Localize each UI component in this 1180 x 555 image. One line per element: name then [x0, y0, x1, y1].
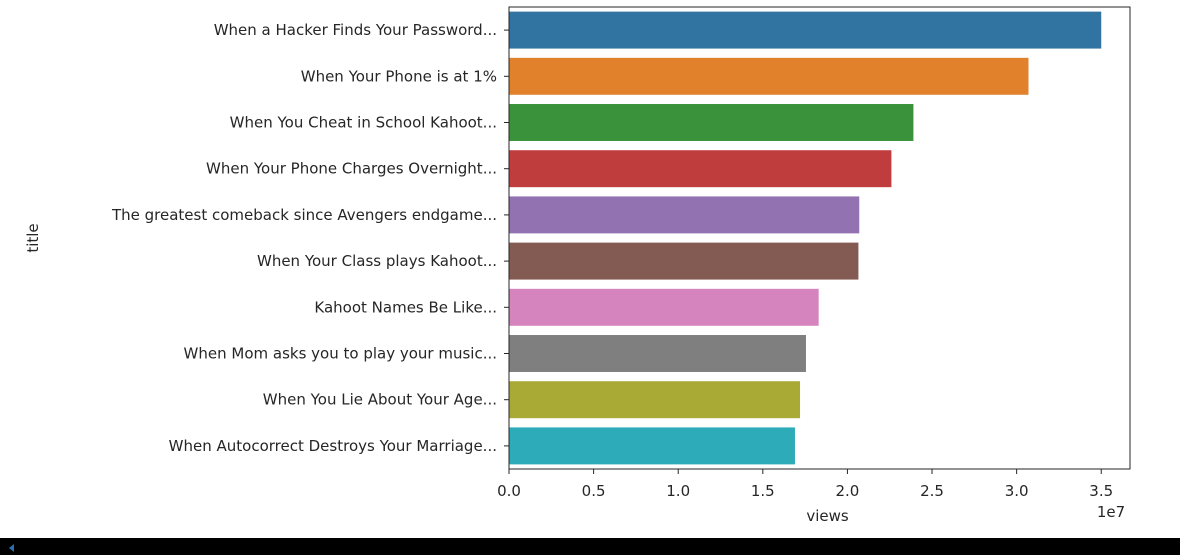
scroll-left-arrow-icon[interactable]: [9, 544, 14, 552]
x-axis-offset-label: 1e7: [1097, 503, 1125, 521]
y-axis-label: title: [24, 223, 42, 252]
y-axis: When a Hacker Finds Your Password... When…: [111, 21, 509, 455]
bar: [509, 335, 806, 372]
y-tick-label: When Autocorrect Destroys Your Marriage.…: [169, 437, 497, 455]
y-tick-label: Kahoot Names Be Like...: [314, 298, 497, 316]
bar: [509, 11, 1102, 49]
y-tick-label: When You Cheat in School Kahoot...: [230, 114, 497, 132]
chart-area: When a Hacker Finds Your Password... When…: [0, 0, 1180, 538]
bar: [509, 57, 1029, 95]
plot-frame: [508, 6, 1131, 470]
bar-chart: When a Hacker Finds Your Password... When…: [24, 6, 1131, 525]
x-tick-label: 2.5: [920, 482, 944, 500]
bars-layer: [509, 11, 1102, 465]
y-tick-label: When Your Phone Charges Overnight...: [206, 160, 497, 178]
bar: [509, 381, 801, 419]
y-tick-label: When Your Phone is at 1%: [301, 67, 497, 85]
bar: [509, 104, 914, 141]
x-tick-label: 2.0: [835, 482, 859, 500]
y-tick-label: When You Lie About Your Age...: [263, 391, 497, 409]
y-tick-label: When Mom asks you to play your music...: [184, 345, 497, 363]
x-tick-label: 3.5: [1089, 482, 1113, 500]
y-tick-label: When Your Class plays Kahoot...: [257, 252, 497, 270]
bar: [509, 242, 859, 280]
x-axis: 0.0 0.5 1.0 1.5 2.0 2.5 3.0 3.5: [497, 469, 1113, 500]
bar: [509, 288, 819, 326]
x-tick-label: 0.0: [497, 482, 521, 500]
y-tick-label: When a Hacker Finds Your Password...: [214, 21, 497, 39]
x-tick-label: 0.5: [582, 482, 606, 500]
x-tick-label: 1.5: [751, 482, 775, 500]
x-tick-label: 1.0: [666, 482, 690, 500]
y-tick-label: The greatest comeback since Avengers end…: [111, 206, 497, 224]
bar: [509, 196, 860, 234]
bar: [509, 150, 892, 188]
x-axis-label: views: [806, 507, 849, 525]
x-tick-label: 3.0: [1005, 482, 1029, 500]
bar: [509, 427, 795, 465]
